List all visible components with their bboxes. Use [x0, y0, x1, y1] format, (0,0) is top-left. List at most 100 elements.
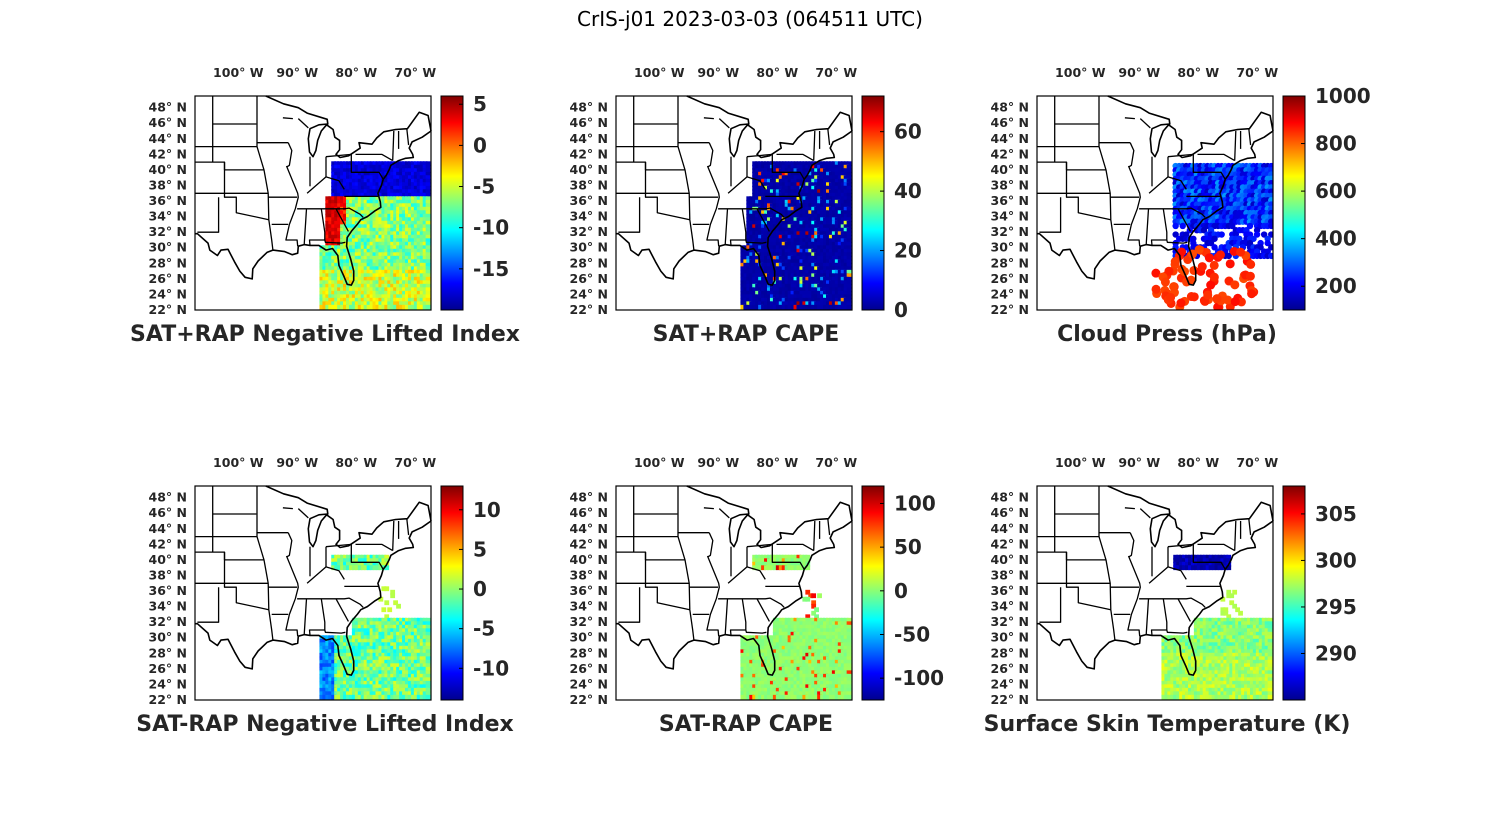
lat-tick-label: 36° N: [991, 193, 1029, 208]
colorbar-tick-label: 800: [1315, 132, 1357, 156]
lat-tick-label: 34° N: [149, 209, 187, 224]
map-panel: 100° W 90° W 80° W 70° W 48° N46° N44° N42° …: [570, 455, 945, 737]
lon-tick-label: 90° W: [697, 455, 739, 470]
colorbar-tick-label: 0: [894, 579, 908, 603]
lon-tick-label: 90° W: [697, 65, 739, 80]
lat-tick-label: 32° N: [149, 224, 187, 239]
lat-tick-label: 46° N: [991, 505, 1029, 520]
lon-tick-label: 70° W: [1236, 455, 1278, 470]
colorbar-tick-label: -5: [473, 617, 495, 641]
colorbar-tick-label: -10: [473, 656, 509, 680]
lat-tick-label: 38° N: [149, 177, 187, 192]
lon-tick-label: 80° W: [1177, 65, 1219, 80]
lat-tick-label: 44° N: [149, 521, 187, 536]
map-panel: 100° W 90° W 80° W 70° W 48° N46° N44° N42° …: [991, 65, 1371, 347]
lat-tick-label: 26° N: [570, 271, 608, 286]
lat-tick-label: 40° N: [570, 552, 608, 567]
lat-tick-label: 22° N: [149, 692, 187, 707]
lat-tick-label: 34° N: [570, 599, 608, 614]
data-swath: [319, 161, 431, 310]
figure-title: CrIS-j01 2023-03-03 (064511 UTC): [577, 7, 923, 31]
colorbar-tick-label: 295: [1315, 595, 1357, 619]
lat-tick-label: 46° N: [991, 115, 1029, 130]
colorbar-tick-label: -15: [473, 257, 509, 281]
map-panel: 100° W 90° W 80° W 70° W 48° N46° N44° N42° …: [136, 455, 513, 737]
lon-tick-label: 80° W: [756, 65, 798, 80]
colorbar-tick-label: 200: [1315, 274, 1357, 298]
lat-tick-label: 24° N: [149, 286, 187, 301]
lat-tick-label: 44° N: [991, 131, 1029, 146]
colorbar-tick-label: 60: [894, 120, 922, 144]
lat-tick-label: 22° N: [149, 302, 187, 317]
lat-tick-label: 26° N: [991, 661, 1029, 676]
lat-tick-label: 38° N: [991, 567, 1029, 582]
lat-tick-label: 32° N: [570, 224, 608, 239]
lat-tick-label: 22° N: [570, 302, 608, 317]
lon-tick-label: 70° W: [394, 455, 436, 470]
colorbar-tick-label: 10: [473, 498, 501, 522]
lat-tick-label: 36° N: [149, 583, 187, 598]
colorbar-tick-label: 5: [473, 92, 487, 116]
colorbar-tick-label: 1000: [1315, 84, 1371, 108]
lat-tick-label: 22° N: [991, 692, 1029, 707]
lat-tick-label: 42° N: [149, 146, 187, 161]
lat-tick-label: 30° N: [991, 630, 1029, 645]
lat-tick-label: 24° N: [991, 286, 1029, 301]
map-frame: [194, 485, 432, 701]
lat-tick-label: 30° N: [570, 240, 608, 255]
lat-tick-label: 48° N: [570, 490, 608, 505]
lat-tick-label: 42° N: [991, 536, 1029, 551]
lat-tick-label: 30° N: [991, 240, 1029, 255]
colorbar-tick-label: 0: [473, 577, 487, 601]
lat-tick-label: 36° N: [570, 583, 608, 598]
lat-tick-label: 32° N: [570, 614, 608, 629]
lon-tick-label: 100° W: [213, 65, 264, 80]
lat-tick-label: 42° N: [991, 146, 1029, 161]
lat-tick-label: 48° N: [991, 490, 1029, 505]
panel-title: SAT+RAP Negative Lifted Index: [130, 322, 520, 347]
lat-tick-label: 26° N: [570, 661, 608, 676]
lat-tick-label: 24° N: [991, 676, 1029, 691]
lat-tick-label: 40° N: [991, 162, 1029, 177]
colorbar: [861, 485, 885, 701]
lat-tick-label: 38° N: [149, 567, 187, 582]
map-frame: [615, 485, 853, 701]
lat-tick-label: 34° N: [149, 599, 187, 614]
lat-tick-label: 26° N: [149, 661, 187, 676]
lat-tick-label: 44° N: [149, 131, 187, 146]
colorbar: [1282, 95, 1306, 311]
colorbar: [440, 95, 464, 311]
lon-tick-label: 90° W: [1118, 65, 1160, 80]
lat-tick-label: 30° N: [570, 630, 608, 645]
lat-tick-label: 46° N: [149, 115, 187, 130]
lat-tick-label: 30° N: [149, 240, 187, 255]
panel-title: SAT+RAP CAPE: [653, 322, 840, 347]
state-borders: [616, 95, 853, 286]
lat-tick-label: 46° N: [570, 505, 608, 520]
lon-tick-label: 70° W: [815, 455, 857, 470]
lat-tick-label: 40° N: [149, 162, 187, 177]
panel-title: SAT-RAP CAPE: [659, 712, 833, 737]
data-swath: [319, 554, 431, 700]
lat-tick-label: 28° N: [570, 255, 608, 270]
colorbar-tick-label: 305: [1315, 502, 1357, 526]
lon-tick-label: 90° W: [276, 455, 318, 470]
state-borders: [616, 485, 853, 676]
lon-tick-label: 80° W: [335, 65, 377, 80]
map-frame: [1036, 485, 1274, 701]
lat-tick-label: 32° N: [991, 224, 1029, 239]
lon-tick-label: 70° W: [815, 65, 857, 80]
colorbar-tick-label: -100: [894, 666, 944, 690]
data-swath: [740, 161, 852, 310]
colorbar-tick-label: -5: [473, 175, 495, 199]
colorbar-tick-label: 40: [894, 179, 922, 203]
colorbar-tick-label: 300: [1315, 548, 1357, 572]
lat-tick-label: 34° N: [991, 599, 1029, 614]
lat-tick-label: 36° N: [149, 193, 187, 208]
lat-tick-label: 36° N: [570, 193, 608, 208]
lon-tick-label: 100° W: [634, 65, 685, 80]
state-borders: [195, 95, 432, 286]
map-frame: [1036, 95, 1274, 311]
lat-tick-label: 44° N: [570, 131, 608, 146]
